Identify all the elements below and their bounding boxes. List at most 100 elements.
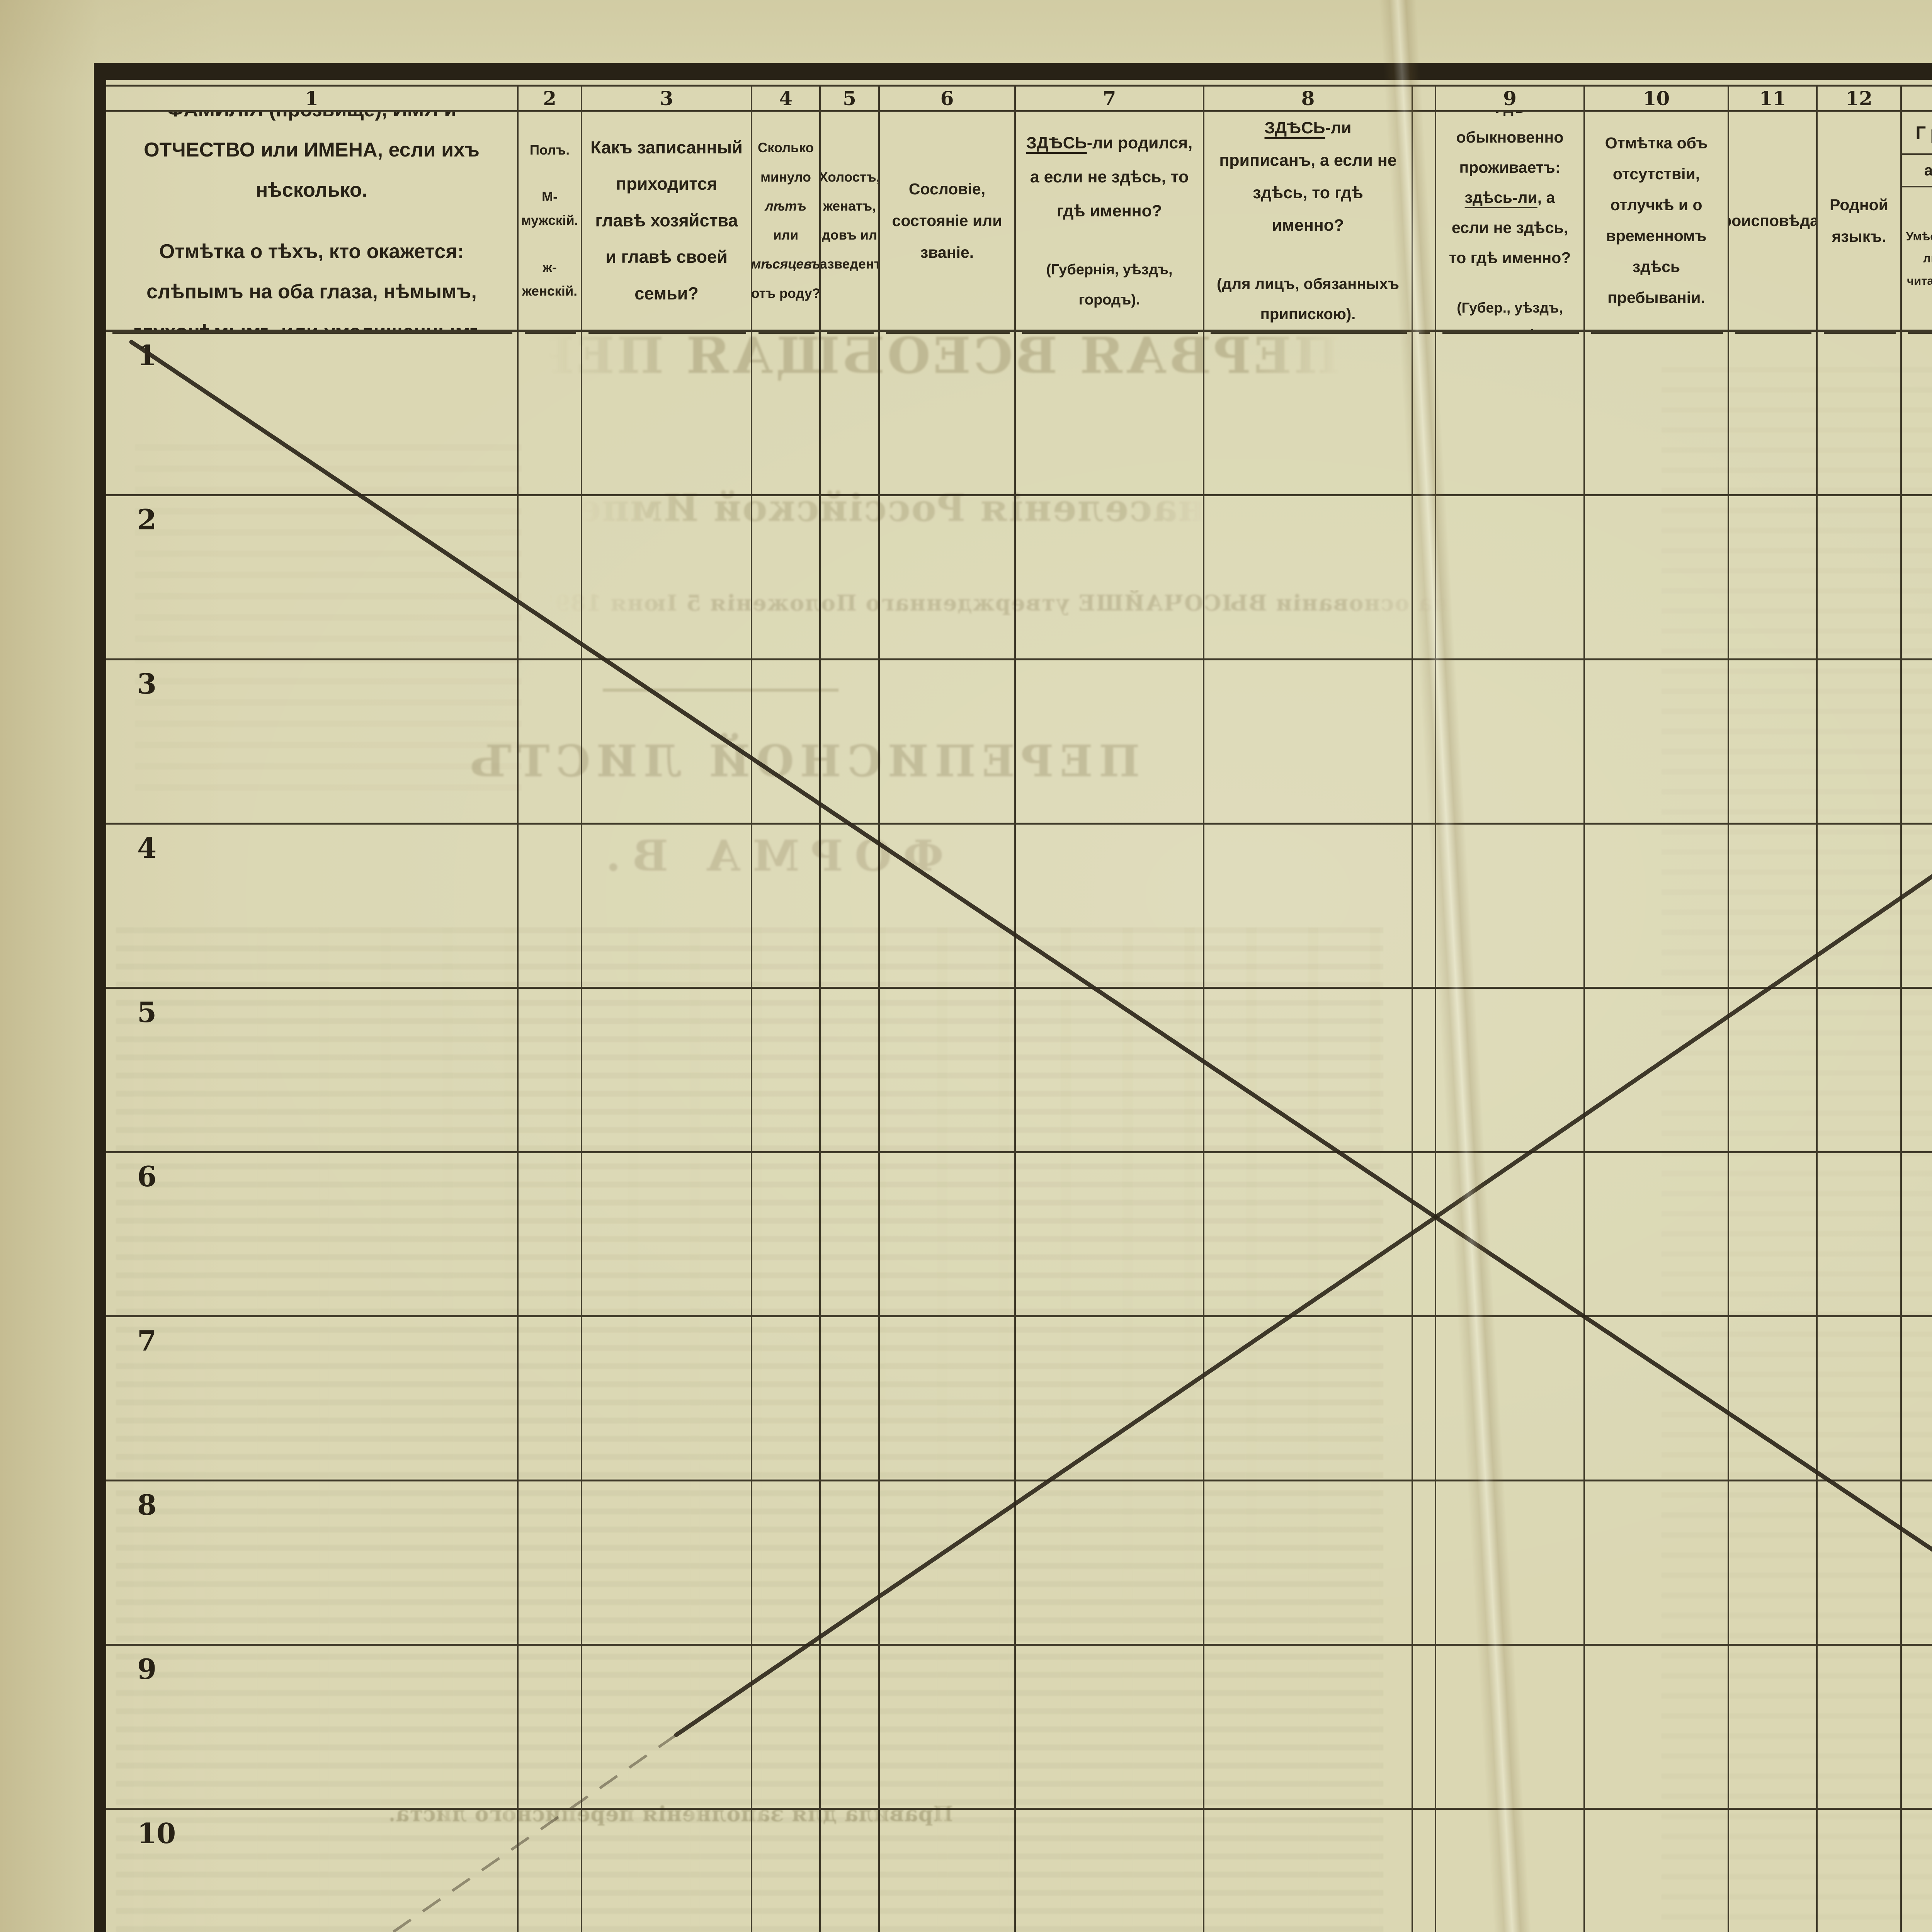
sex-cell bbox=[519, 1317, 582, 1481]
column-number: 7 bbox=[1016, 87, 1204, 112]
absence-cell bbox=[1585, 989, 1729, 1153]
sex-cell bbox=[519, 1646, 582, 1810]
can-read-cell bbox=[1902, 332, 1932, 496]
age-cell bbox=[752, 1481, 821, 1646]
residence-cell bbox=[1436, 332, 1585, 496]
table-row: 2 bbox=[106, 496, 1932, 660]
header-sex-column: Полъ. М-мужскій. ж-женскій. bbox=[519, 112, 582, 332]
absence-cell bbox=[1585, 332, 1729, 496]
age-cell bbox=[752, 825, 821, 989]
name-cell: 6 bbox=[106, 1153, 519, 1317]
age-cell bbox=[752, 1153, 821, 1317]
sex-cell bbox=[519, 660, 582, 825]
table-row: 9 bbox=[106, 1646, 1932, 1810]
header-registration-column: ЗДѢСЬ-ли приписанъ, а если не здѣсь, то … bbox=[1204, 112, 1413, 332]
registration-cell bbox=[1204, 1481, 1413, 1646]
name-cell: 3 bbox=[106, 660, 519, 825]
language-cell bbox=[1818, 1481, 1902, 1646]
header-absence-column: Отмѣтка объ отсутствіи, отлучкѣ и о врем… bbox=[1585, 112, 1729, 332]
marital-cell bbox=[821, 1646, 880, 1810]
group-title: Грамотность. bbox=[1902, 112, 1932, 155]
table-row: 5 bbox=[106, 989, 1932, 1153]
row-number: 2 bbox=[137, 503, 157, 536]
group-sublabels: а. б. bbox=[1902, 155, 1932, 187]
religion-cell bbox=[1729, 989, 1818, 1153]
header-text: Родной языкъ. bbox=[1830, 196, 1888, 245]
relation-cell bbox=[582, 1646, 752, 1810]
header-text: ФАМИЛІЯ (прозвище), ИМЯ и ОТЧЕСТВО или И… bbox=[144, 112, 480, 201]
column-number: 6 bbox=[880, 87, 1016, 112]
estate-cell bbox=[880, 496, 1016, 660]
header-text: М-мужскій. bbox=[521, 189, 578, 228]
name-cell: 1 bbox=[106, 332, 519, 496]
header-text: Какъ записанный приходится главѣ хозяйст… bbox=[590, 137, 743, 303]
absence-cell bbox=[1585, 1153, 1729, 1317]
census-table: 1 2 3 4 5 6 7 8 9 10 11 12 13 14 ФАМИЛІЯ… bbox=[94, 63, 1932, 1932]
registration-cell bbox=[1204, 1153, 1413, 1317]
absence-cell bbox=[1585, 1646, 1729, 1810]
registration-cell bbox=[1204, 660, 1413, 825]
header-text: ж-женскій. bbox=[522, 260, 577, 299]
header-text: Отмѣтка о тѣхъ, кто окажется: слѣпымъ на… bbox=[133, 240, 490, 332]
sex-cell bbox=[519, 1481, 582, 1646]
registration-cell bbox=[1204, 496, 1413, 660]
estate-cell bbox=[880, 660, 1016, 825]
birthplace-cell bbox=[1016, 989, 1204, 1153]
fold-gap bbox=[1413, 825, 1436, 989]
language-cell bbox=[1818, 825, 1902, 989]
relation-cell bbox=[582, 1481, 752, 1646]
absence-cell bbox=[1585, 825, 1729, 989]
name-cell: 9 bbox=[106, 1646, 519, 1810]
language-cell bbox=[1818, 332, 1902, 496]
header-note: (для лицъ, обязанныхъ припискою). bbox=[1217, 275, 1399, 323]
fold-gap bbox=[1413, 112, 1436, 332]
sex-cell bbox=[519, 989, 582, 1153]
birthplace-cell bbox=[1016, 1153, 1204, 1317]
registration-cell bbox=[1204, 1646, 1413, 1810]
header-residence-column: Гдѣ обыкновенно проживаетъ: здѣсь-ли, а … bbox=[1436, 112, 1585, 332]
header-can-read: Умѣетъ-ли читать? bbox=[1902, 187, 1932, 330]
name-cell: 4 bbox=[106, 825, 519, 989]
header-text: Отмѣтка объ отсутствіи, отлучкѣ и о врем… bbox=[1605, 134, 1708, 306]
can-read-cell bbox=[1902, 496, 1932, 660]
column-number: 12 bbox=[1818, 87, 1902, 112]
name-cell: 2 bbox=[106, 496, 519, 660]
absence-cell bbox=[1585, 496, 1729, 660]
can-read-cell bbox=[1902, 660, 1932, 825]
table-row: 1 bbox=[106, 332, 1932, 496]
relation-cell bbox=[582, 989, 752, 1153]
header-literacy-group: Грамотность. а. б. Умѣетъ-ли читать? гдѣ… bbox=[1902, 112, 1932, 332]
table-row: 10 bbox=[106, 1810, 1932, 1932]
header-text: Полъ. bbox=[529, 142, 570, 158]
header-note: (Губернія, уѣздъ, городъ). bbox=[1046, 262, 1173, 308]
name-cell: 10 bbox=[106, 1810, 519, 1932]
row-number: 10 bbox=[137, 1817, 176, 1850]
religion-cell bbox=[1729, 1481, 1818, 1646]
column-number: 10 bbox=[1585, 87, 1729, 112]
sublabel-a: а. bbox=[1902, 155, 1932, 186]
table-row: 4 bbox=[106, 825, 1932, 989]
row-number: 7 bbox=[137, 1324, 157, 1357]
marital-cell bbox=[821, 1810, 880, 1932]
language-cell bbox=[1818, 1153, 1902, 1317]
estate-cell bbox=[880, 825, 1016, 989]
birthplace-cell bbox=[1016, 1810, 1204, 1932]
column-number: 9 bbox=[1436, 87, 1585, 112]
fold-gap bbox=[1413, 332, 1436, 496]
header-relation-column: Какъ записанный приходится главѣ хозяйст… bbox=[582, 112, 752, 332]
column-number: 5 bbox=[821, 87, 880, 112]
marital-cell bbox=[821, 1317, 880, 1481]
estate-cell bbox=[880, 1646, 1016, 1810]
residence-cell bbox=[1436, 496, 1585, 660]
table-header-row: ФАМИЛІЯ (прозвище), ИМЯ и ОТЧЕСТВО или И… bbox=[106, 112, 1932, 332]
residence-cell bbox=[1436, 989, 1585, 1153]
age-cell bbox=[752, 496, 821, 660]
column-number: 1 bbox=[106, 87, 519, 112]
table-row: 7 bbox=[106, 1317, 1932, 1481]
marital-cell bbox=[821, 989, 880, 1153]
name-cell: 7 bbox=[106, 1317, 519, 1481]
marital-cell bbox=[821, 660, 880, 825]
fold-gap bbox=[1413, 660, 1436, 825]
